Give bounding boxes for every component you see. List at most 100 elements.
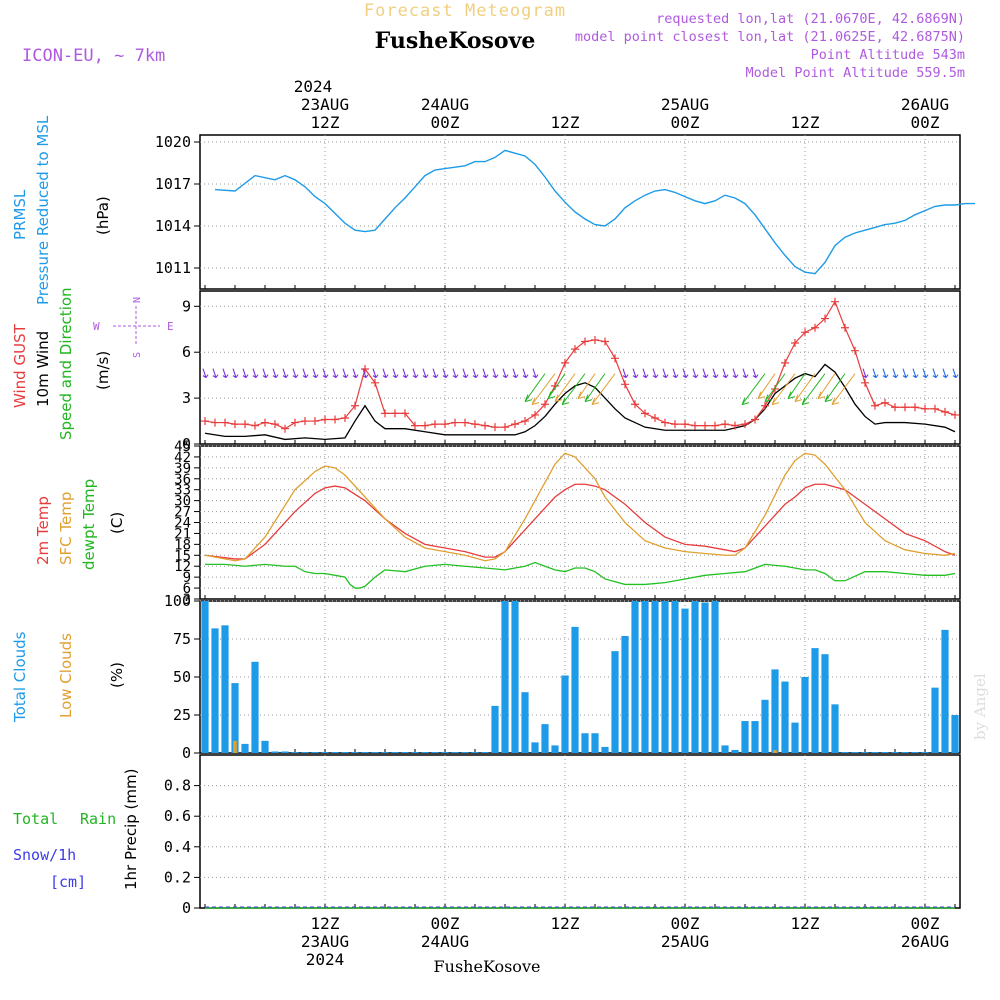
- total-cloud-bar: [831, 704, 839, 753]
- wind-dir-arrow: [462, 368, 469, 379]
- wind-dir-arrow: [332, 368, 339, 379]
- wind-dir-arrow: [741, 373, 766, 406]
- wind-dir-arrow: [322, 368, 329, 379]
- gust-marker: [561, 358, 569, 367]
- total-cloud-bar: [311, 752, 319, 753]
- bottom-tick-label: 2024: [306, 950, 345, 969]
- total-cloud-bar: [461, 752, 469, 753]
- gust-marker: [281, 424, 289, 433]
- pressure-msl-label: Pressure Reduced to MSL: [34, 115, 52, 305]
- y-tick-label: 36: [174, 472, 191, 488]
- wind-dir-arrow: [794, 373, 816, 403]
- bottom-tick-label: 25AUG: [661, 932, 709, 951]
- prmsl-label: PRMSL: [11, 189, 29, 240]
- y-tick-label: 0.6: [164, 807, 191, 825]
- total-cloud-bar: [441, 752, 449, 753]
- wind-dir-arrow: [712, 368, 719, 379]
- wind-dir-arrow: [372, 368, 379, 379]
- gust-marker: [531, 410, 539, 419]
- bottom-tick-label: 00Z: [911, 914, 940, 933]
- y-tick-label: 6: [182, 343, 191, 361]
- top-date-label: 23AUG: [301, 95, 349, 114]
- bottom-tick-label: 12Z: [791, 914, 820, 933]
- wind-dir-arrow: [757, 373, 776, 400]
- compass-e: E: [167, 320, 174, 333]
- compass-n: N: [132, 297, 143, 303]
- wind-dir-arrow: [622, 368, 629, 379]
- total-cloud-bar: [881, 752, 889, 753]
- gust-marker: [351, 401, 359, 410]
- total-cloud-bar: [271, 751, 279, 753]
- gust-marker: [831, 297, 839, 306]
- gust-marker: [801, 328, 809, 337]
- wind-dir-arrow: [292, 368, 299, 379]
- y-tick-label: 21: [174, 526, 191, 542]
- total-cloud-bar: [731, 749, 739, 753]
- wind-dir-arrow: [922, 368, 929, 379]
- total-cloud-bar: [751, 721, 759, 753]
- wind-dir-arrow: [682, 368, 689, 379]
- total-cloud-bar: [791, 722, 799, 753]
- wind-dir-arrow: [912, 368, 919, 379]
- temp2m-label: 2m Temp: [34, 496, 52, 565]
- total-cloud-bar: [261, 740, 269, 753]
- wind-dir-arrow: [402, 368, 409, 379]
- cloud-labels: Total Clouds Low Clouds (%): [11, 631, 126, 723]
- wind-dir-arrow: [222, 368, 229, 379]
- gust-marker: [621, 380, 629, 389]
- low-clouds-label: Low Clouds: [57, 633, 75, 718]
- wind-dir-arrow: [764, 373, 786, 403]
- gust-marker: [231, 420, 239, 429]
- total-cloud-bar: [921, 752, 929, 753]
- gust-marker: [661, 418, 669, 427]
- total-cloud-bar: [331, 752, 339, 753]
- total-cloud-bar: [821, 654, 829, 753]
- total-cloud-bar: [211, 628, 219, 753]
- precip-frame: [199, 754, 961, 909]
- y-tick-label: 3: [183, 592, 191, 608]
- gust-marker: [331, 415, 339, 424]
- gust-marker: [451, 418, 459, 427]
- y-tick-label: 6: [183, 581, 191, 597]
- wind-dir-arrow: [202, 368, 209, 379]
- gust-marker: [581, 337, 589, 346]
- total-cloud-bar: [521, 692, 529, 753]
- wind-dir-arrow: [902, 368, 909, 379]
- gust-marker: [201, 417, 209, 426]
- total-cloud-bar: [641, 601, 649, 753]
- gust-line: [204, 300, 956, 430]
- gust-marker: [751, 415, 759, 424]
- gust-marker: [211, 418, 219, 427]
- total-cloud-bar: [431, 752, 439, 753]
- gust-marker: [601, 337, 609, 346]
- total-cloud-bar: [571, 626, 579, 753]
- y-tick-label: 0: [182, 899, 191, 917]
- top-date-label: 24AUG: [421, 95, 469, 114]
- wind-dir-arrow: [352, 368, 359, 379]
- wind-dir-arrow: [942, 368, 949, 379]
- model-name: ICON-EU, ~ 7km: [22, 46, 165, 66]
- top-time-label: 12Z: [551, 113, 580, 132]
- total-cloud-bar: [451, 752, 459, 753]
- requested-coords: requested lon,lat (21.0670E, 42.6869N): [656, 11, 965, 27]
- y-tick-label: 12: [174, 559, 191, 575]
- gust-marker: [731, 421, 739, 430]
- total-cloud-bar: [861, 752, 869, 753]
- y-tick-label: 27: [174, 505, 191, 521]
- total-cloud-bar: [771, 669, 779, 753]
- gust-marker: [721, 420, 729, 429]
- gust-marker: [441, 420, 449, 429]
- total-cloud-bar: [401, 752, 409, 753]
- temp-labels: 2m Temp SFC Temp dewpt Temp (C): [34, 479, 126, 570]
- gust-marker: [381, 409, 389, 418]
- temp2m-line: [204, 483, 956, 560]
- footer-location: FusheKosove: [434, 957, 541, 976]
- hpa-unit: (hPa): [94, 196, 112, 235]
- wind-dir-arrow: [584, 373, 606, 403]
- precip-labels: Total Rain Snow/1h [cm] 1hr Precip (mm): [13, 769, 140, 891]
- wind-dir-arrow: [362, 368, 369, 379]
- wind-dir-arrow: [522, 368, 529, 379]
- total-cloud-bar: [651, 601, 659, 753]
- total-cloud-bar: [931, 687, 939, 753]
- total-cloud-bar: [301, 752, 309, 753]
